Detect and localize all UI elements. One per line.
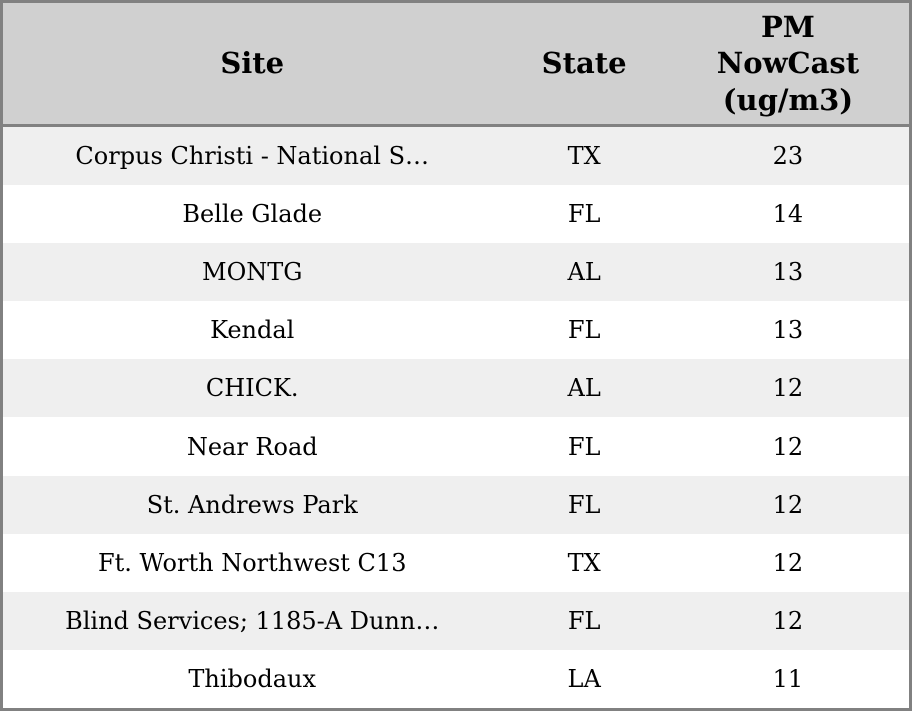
header-row: Site State PM NowCast (ug/m3) (1, 1, 911, 127)
table-row[interactable]: Near Road FL 12 (1, 417, 911, 476)
column-header-pm-nowcast[interactable]: PM NowCast (ug/m3) (666, 1, 911, 127)
table-row[interactable]: St. Andrews Park FL 12 (1, 475, 911, 534)
table-row[interactable]: Ft. Worth Northwest C13 TX 12 (1, 533, 911, 592)
table-row[interactable]: Kendal FL 13 (1, 301, 911, 360)
cell-pm-nowcast: 12 (772, 606, 804, 635)
column-header-state-label: State (541, 46, 627, 81)
cell-pm-nowcast: 11 (772, 664, 804, 693)
cell-state: AL (567, 374, 601, 403)
table-row[interactable]: Thibodaux LA 11 (1, 649, 911, 710)
cell-state: FL (567, 606, 601, 635)
cell-state: LA (567, 664, 601, 693)
cell-state: FL (567, 200, 601, 229)
column-header-state[interactable]: State (501, 1, 667, 127)
cell-site: Belle Glade (182, 200, 323, 229)
cell-site: MONTG (202, 258, 303, 287)
cell-site: Thibodaux (188, 664, 317, 693)
cell-site: Ft. Worth Northwest C13 (97, 548, 407, 577)
cell-site: St. Andrews Park (146, 490, 358, 519)
cell-state: FL (567, 316, 601, 345)
cell-pm-nowcast: 14 (772, 200, 804, 229)
cell-state: AL (567, 258, 601, 287)
table-header: Site State PM NowCast (ug/m3) (1, 1, 911, 127)
cell-pm-nowcast: 13 (772, 258, 804, 287)
cell-state: TX (567, 548, 601, 577)
cell-pm-nowcast: 12 (772, 432, 804, 461)
cell-state: TX (567, 142, 601, 171)
cell-site: CHICK. (205, 374, 299, 403)
table-row[interactable]: CHICK. AL 12 (1, 359, 911, 418)
cell-pm-nowcast: 12 (772, 490, 804, 519)
cell-site: Corpus Christi - National S… (75, 142, 430, 171)
table-body: Corpus Christi - National S… TX 23 Belle Gl… (1, 125, 911, 710)
cell-site: Blind Services; 1185-A Dunn… (65, 606, 440, 635)
cell-pm-nowcast: 12 (772, 548, 804, 577)
table-row[interactable]: Corpus Christi - National S… TX 23 (1, 125, 911, 186)
cell-pm-nowcast: 23 (772, 142, 804, 171)
table-row[interactable]: Blind Services; 1185-A Dunn… FL 12 (1, 591, 911, 650)
table-row[interactable]: MONTG AL 13 (1, 243, 911, 302)
cell-pm-nowcast: 12 (772, 374, 804, 403)
cell-site: Near Road (186, 432, 318, 461)
column-header-pm-nowcast-label: PM NowCast (ug/m3) (716, 10, 860, 117)
cell-state: FL (567, 432, 601, 461)
table-row[interactable]: Belle Glade FL 14 (1, 185, 911, 244)
cell-site: Kendal (210, 316, 295, 345)
column-header-site[interactable]: Site (1, 1, 502, 127)
cell-state: FL (567, 490, 601, 519)
cell-pm-nowcast: 13 (772, 316, 804, 345)
column-header-site-label: Site (220, 46, 285, 81)
